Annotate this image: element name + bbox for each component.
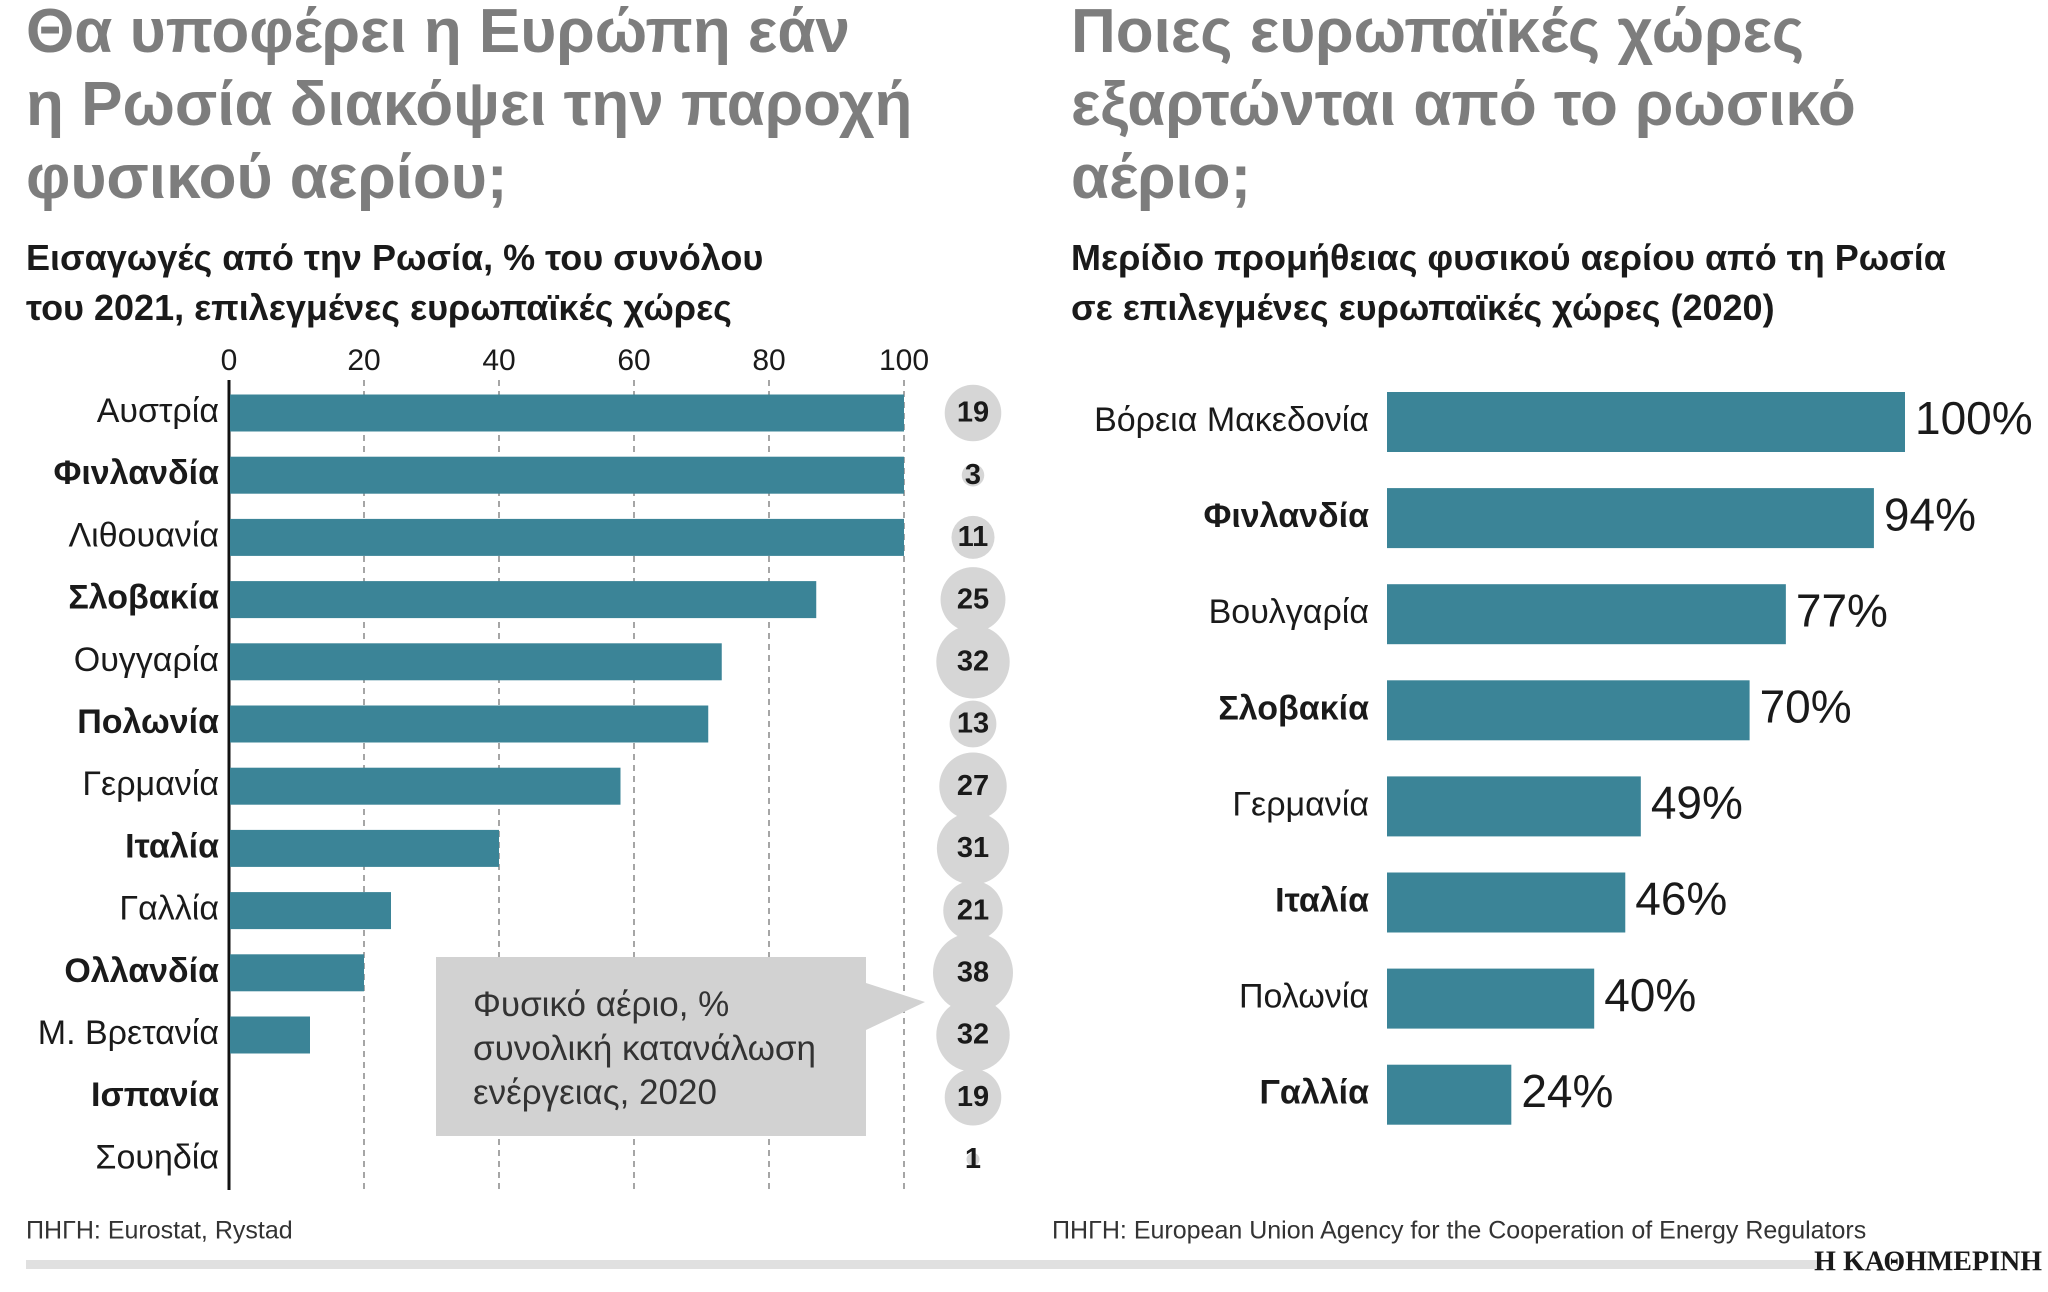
bubble-label: 3 bbox=[965, 459, 981, 491]
value-label: 24% bbox=[1521, 1065, 1613, 1117]
category-label: Βόρεια Μακεδονία bbox=[1094, 401, 1369, 439]
bubble bbox=[939, 752, 1007, 820]
category-label: Γερμανία bbox=[1232, 785, 1369, 823]
bar bbox=[230, 581, 817, 619]
bar bbox=[1387, 584, 1786, 645]
category-label: Βουλγαρία bbox=[1209, 593, 1369, 631]
chart-title: εξαρτώνται από το ρωσικό bbox=[1071, 70, 1856, 139]
bubble-label: 13 bbox=[957, 708, 989, 740]
bubble-label: 31 bbox=[957, 832, 989, 864]
footer-rule bbox=[26, 1260, 1822, 1269]
category-label: Φινλανδία bbox=[1203, 497, 1369, 535]
bar bbox=[1387, 776, 1641, 837]
value-label: 70% bbox=[1760, 680, 1852, 732]
bar bbox=[230, 705, 709, 743]
category-label: Γαλλία bbox=[119, 890, 219, 928]
bar bbox=[230, 767, 621, 805]
annotation-box bbox=[436, 957, 925, 1136]
category-label: Ιταλία bbox=[1275, 881, 1369, 919]
bubble-label: 19 bbox=[957, 397, 989, 429]
value-label: 100% bbox=[1915, 392, 2033, 444]
category-label: Γερμανία bbox=[82, 765, 219, 803]
annotation-text: συνολική κατανάλωση bbox=[473, 1029, 816, 1068]
annotation-text: Φυσικό αέριο, % bbox=[473, 985, 729, 1024]
category-label: Ουγγαρία bbox=[74, 641, 219, 679]
bar bbox=[1387, 872, 1626, 933]
category-label: Ολλανδία bbox=[64, 952, 219, 990]
bubble bbox=[961, 463, 985, 487]
bar bbox=[230, 829, 499, 867]
x-tick-label: 40 bbox=[482, 344, 515, 377]
bar bbox=[1387, 488, 1874, 549]
bubble-label: 32 bbox=[957, 1019, 989, 1051]
bar bbox=[230, 394, 904, 432]
category-label: Πολωνία bbox=[1239, 978, 1369, 1016]
bubble bbox=[936, 625, 1010, 699]
x-tick-label: 20 bbox=[347, 344, 380, 377]
chart-subtitle: του 2021, επιλεγμένες ευρωπαϊκές χώρες bbox=[26, 287, 732, 328]
bar bbox=[230, 892, 391, 930]
chart-title: η Ρωσία διακόψει την παροχή bbox=[26, 70, 912, 139]
chart-subtitle: σε επιλεγμένες ευρωπαϊκές χώρες (2020) bbox=[1071, 287, 1775, 328]
bubble bbox=[940, 567, 1006, 633]
chart-subtitle: Εισαγωγές από την Ρωσία, % του συνόλου bbox=[26, 237, 763, 278]
bubble-label: 19 bbox=[957, 1081, 989, 1113]
bubble bbox=[944, 1068, 1002, 1126]
x-tick-label: 60 bbox=[617, 344, 650, 377]
chart-title: φυσικού αερίου; bbox=[26, 143, 508, 212]
category-label: Αυστρία bbox=[97, 392, 219, 430]
bubble-label: 38 bbox=[957, 956, 989, 988]
value-label: 77% bbox=[1796, 584, 1888, 636]
category-label: Σλοβακία bbox=[1218, 689, 1369, 727]
value-label: 94% bbox=[1884, 488, 1976, 540]
category-label: Λιθουανία bbox=[68, 516, 219, 554]
bar bbox=[230, 518, 904, 556]
chart-title: αέριο; bbox=[1071, 143, 1251, 212]
category-label: Πολωνία bbox=[77, 703, 219, 741]
bubble bbox=[936, 812, 1010, 885]
bar bbox=[230, 954, 364, 992]
value-label: 46% bbox=[1635, 873, 1727, 925]
value-label: 40% bbox=[1604, 969, 1696, 1021]
chart-subtitle: Μερίδιο προμήθειας φυσικού αερίου από τη… bbox=[1071, 237, 1946, 278]
bubble-label: 27 bbox=[957, 770, 989, 802]
bubble bbox=[936, 998, 1010, 1072]
category-label: Γαλλία bbox=[1259, 1074, 1369, 1112]
category-label: Ιταλία bbox=[125, 827, 219, 865]
chart-title: Ποιες ευρωπαϊκές χώρες bbox=[1071, 0, 1804, 66]
bar bbox=[230, 456, 904, 494]
bubble-label: 32 bbox=[957, 645, 989, 677]
bar bbox=[1387, 968, 1595, 1029]
category-label: Ισπανία bbox=[91, 1076, 219, 1114]
bubble-label: 11 bbox=[958, 521, 989, 553]
bubble bbox=[951, 515, 995, 559]
bar bbox=[230, 643, 722, 681]
bubble bbox=[943, 880, 1003, 941]
category-label: Φινλανδία bbox=[53, 454, 219, 492]
chart-title: Θα υποφέρει η Ευρώπη εάν bbox=[26, 0, 850, 66]
bubble-label: 25 bbox=[957, 583, 989, 615]
value-label: 49% bbox=[1651, 777, 1743, 829]
bubble bbox=[949, 700, 997, 748]
source-note: ΠΗΓΗ: European Union Agency for the Coop… bbox=[1052, 1217, 1866, 1245]
bar bbox=[1387, 680, 1750, 741]
source-note: ΠΗΓΗ: Eurostat, Rystad bbox=[26, 1217, 293, 1245]
bubble-label: 21 bbox=[957, 894, 989, 926]
x-tick-label: 0 bbox=[221, 344, 238, 377]
category-label: Σλοβακία bbox=[68, 579, 219, 617]
bubble bbox=[966, 1152, 980, 1166]
x-tick-label: 100 bbox=[879, 344, 929, 377]
category-label: Μ. Βρετανία bbox=[38, 1014, 219, 1052]
bubble bbox=[944, 384, 1002, 442]
bubble-label: 1 bbox=[965, 1143, 981, 1175]
annotation-text: ενέργειας, 2020 bbox=[473, 1073, 717, 1112]
category-label: Σουηδία bbox=[95, 1138, 219, 1176]
bubble bbox=[933, 932, 1013, 1013]
bar bbox=[230, 1016, 310, 1054]
bar bbox=[1387, 392, 1905, 452]
bar bbox=[1387, 1064, 1512, 1125]
x-tick-label: 80 bbox=[752, 344, 785, 377]
publisher-logo: Η ΚΑΘΗΜΕΡΙΝΗ bbox=[1814, 1246, 2042, 1277]
